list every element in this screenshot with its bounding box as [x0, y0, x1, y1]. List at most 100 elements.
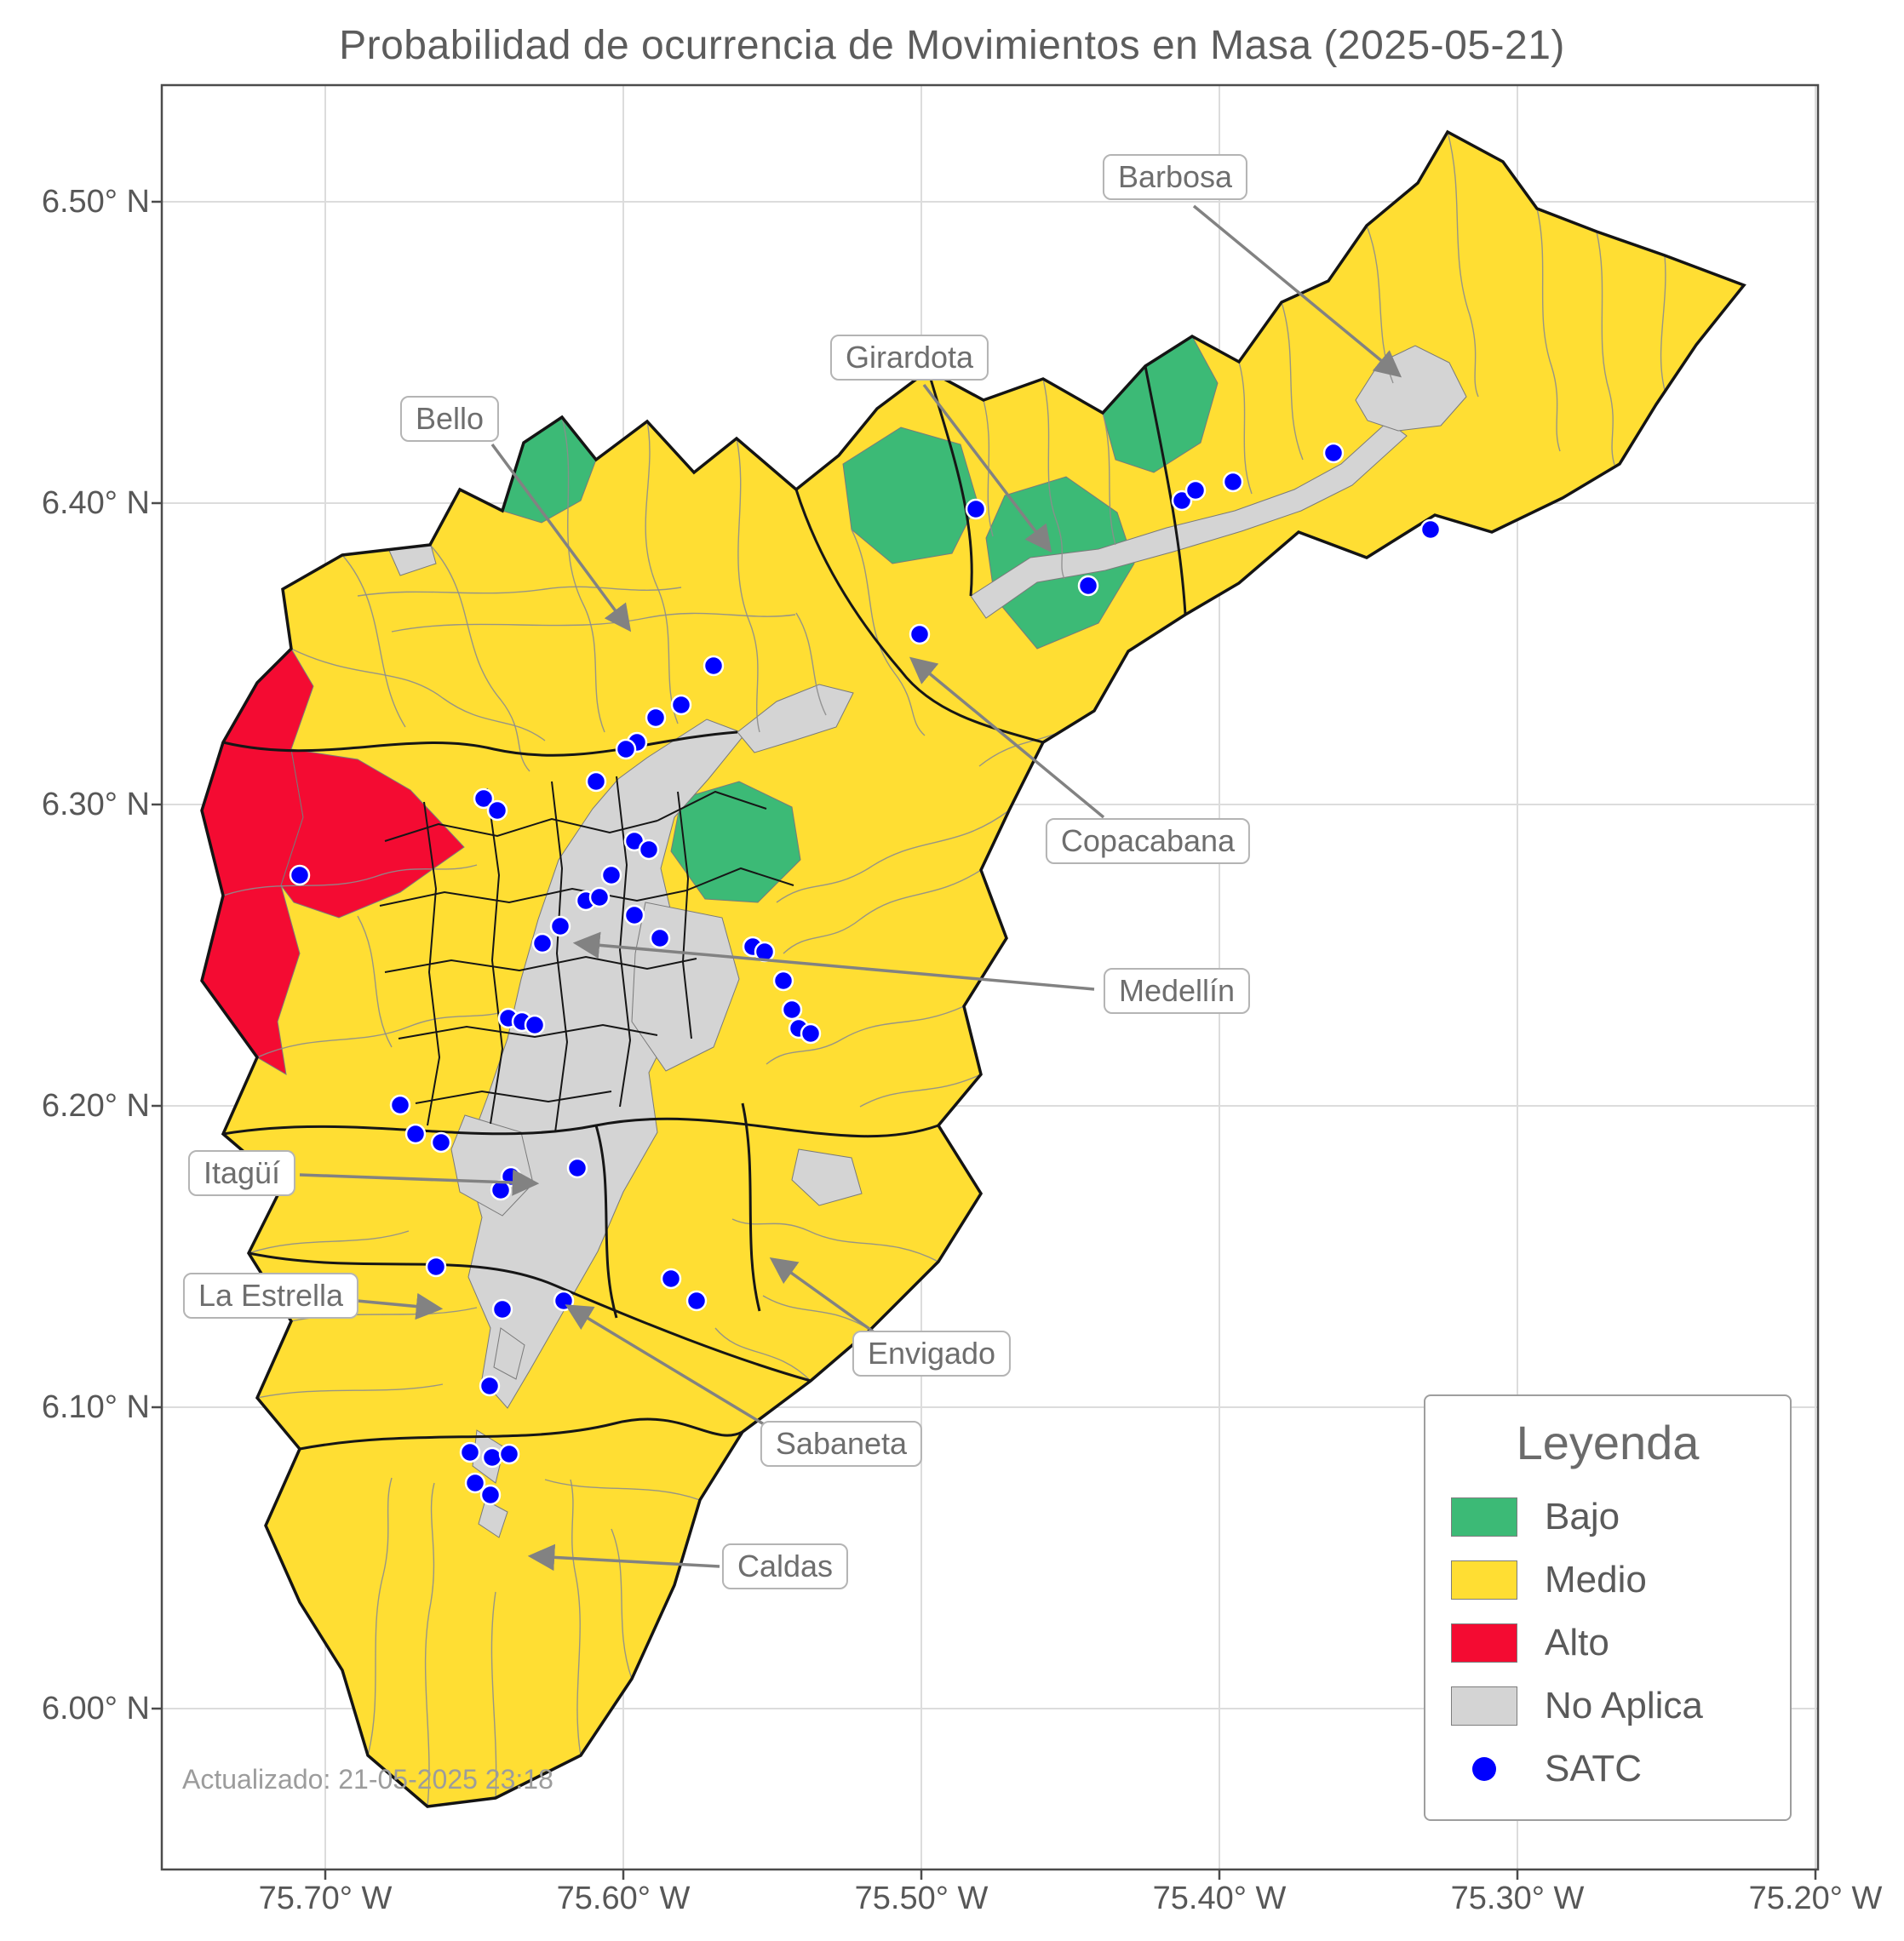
axis-ticks: [152, 200, 1817, 1880]
region-bajo-girardota-west: [842, 427, 978, 564]
legend-item-no-aplica: No Aplica: [1425, 1675, 1790, 1738]
y-tick-label: 6.10° N: [41, 1389, 150, 1425]
satc-point: [649, 927, 671, 949]
region-na-river-corridor: [970, 421, 1408, 619]
satc-point: [800, 1022, 822, 1045]
legend-swatch-bajo: [1451, 1497, 1517, 1537]
satc-point: [425, 1256, 447, 1278]
annotation-copacabana: Copacabana: [1045, 818, 1251, 864]
satc-point: [549, 915, 571, 937]
annotation-caldas: Caldas: [721, 1543, 849, 1589]
region-na-valley-floor: [464, 719, 746, 1409]
satc-point: [965, 498, 987, 520]
satc-point: [685, 1290, 708, 1312]
satc-point: [670, 694, 692, 716]
satc-point: [498, 1443, 520, 1465]
y-tick-label: 6.40° N: [41, 485, 150, 521]
plot-frame: [160, 83, 1820, 1871]
satc-point: [464, 1472, 486, 1494]
legend-label-satc: SATC: [1545, 1748, 1643, 1789]
satc-point: [459, 1441, 481, 1463]
satc-point: [1222, 471, 1244, 493]
satc-point: [1184, 479, 1207, 501]
legend-swatch-no-aplica: [1451, 1686, 1517, 1726]
satc-point: [481, 1446, 503, 1469]
legend: Leyenda Bajo Medio Alto No Aplica SATC: [1424, 1394, 1792, 1821]
satc-point: [531, 932, 553, 954]
y-tick-label: 6.30° N: [41, 787, 150, 822]
municipal-boundaries: [222, 365, 1187, 1451]
satc-point: [566, 1157, 588, 1179]
legend-swatch-alto: [1451, 1623, 1517, 1663]
x-tick-label: 75.50° W: [854, 1881, 989, 1916]
annotation-la-estrella: La Estrella: [182, 1273, 359, 1319]
satc-point: [479, 1375, 501, 1397]
satc-point: [772, 970, 794, 992]
satc-point: [1077, 575, 1099, 597]
x-tick-label: 75.60° W: [556, 1881, 691, 1916]
region-alto-blob: [280, 748, 465, 919]
updated-timestamp: Actualizado: 21-05-2025 23:18: [182, 1764, 553, 1795]
satc-point: [524, 1014, 546, 1036]
region-na-envigado: [791, 1148, 863, 1206]
satc-point: [615, 738, 637, 760]
region-medio-base: [202, 132, 1744, 1806]
satc-point: [623, 904, 645, 926]
y-tick-label: 6.50° N: [41, 184, 150, 220]
x-tick-label: 75.30° W: [1450, 1881, 1585, 1916]
legend-title: Leyenda: [1516, 1416, 1700, 1469]
annotation-medellin: Medellín: [1103, 968, 1251, 1014]
satc-point: [486, 799, 508, 822]
satc-point: [289, 864, 311, 886]
satc-point: [703, 655, 725, 677]
legend-item-alto: Alto: [1425, 1612, 1790, 1675]
map-outline: [200, 129, 1746, 1808]
satc-point: [909, 623, 931, 645]
legend-label-no-aplica: No Aplica: [1545, 1685, 1703, 1726]
satc-point: [645, 707, 667, 729]
satc-point: [1322, 442, 1345, 464]
x-tick-label: 75.70° W: [258, 1881, 393, 1916]
legend-item-bajo: Bajo: [1425, 1486, 1790, 1549]
legend-swatch-medio: [1451, 1560, 1517, 1600]
legend-marker-satc: [1472, 1757, 1496, 1781]
y-tick-label: 6.20° N: [41, 1088, 150, 1124]
annotation-bello: Bello: [399, 396, 500, 442]
annotation-arrows: [299, 204, 1402, 1572]
legend-marker-satc-wrap: [1451, 1757, 1517, 1781]
comuna-boundaries: [379, 776, 794, 1133]
annotation-envigado: Envigado: [852, 1331, 1012, 1377]
satc-point: [430, 1131, 452, 1154]
legend-item-medio: Medio: [1425, 1549, 1790, 1612]
region-na-south-3: [478, 1499, 508, 1538]
satc-point: [389, 1094, 411, 1116]
satc-point: [781, 999, 803, 1021]
annotation-itagui: Itagüí: [187, 1150, 296, 1196]
region-na-south-1: [493, 1327, 525, 1380]
annotation-barbosa: Barbosa: [1102, 154, 1248, 200]
satc-point: [660, 1268, 682, 1290]
x-tick-label: 75.40° W: [1152, 1881, 1287, 1916]
satc-point: [491, 1298, 513, 1320]
satc-point: [473, 787, 495, 810]
legend-label-medio: Medio: [1545, 1559, 1647, 1600]
legend-label-bajo: Bajo: [1545, 1496, 1620, 1537]
y-tick-label: 6.00° N: [41, 1691, 150, 1726]
legend-item-satc: SATC: [1425, 1738, 1790, 1801]
annotation-girardota: Girardota: [829, 335, 989, 381]
region-na-north-corridor: [737, 684, 854, 753]
satc-point: [638, 839, 660, 861]
annotation-sabaneta: Sabaneta: [760, 1421, 923, 1467]
chart-title: Probabilidad de ocurrencia de Movimiento…: [339, 23, 1565, 68]
satc-point: [588, 886, 611, 908]
satc-point: [1419, 518, 1442, 541]
legend-label-alto: Alto: [1545, 1622, 1609, 1663]
satc-point: [600, 864, 622, 886]
satc-point: [404, 1123, 427, 1145]
satc-point: [1171, 490, 1193, 512]
x-tick-label: 75.20° W: [1748, 1881, 1883, 1916]
satc-point: [479, 1484, 502, 1506]
satc-point: [585, 770, 607, 793]
